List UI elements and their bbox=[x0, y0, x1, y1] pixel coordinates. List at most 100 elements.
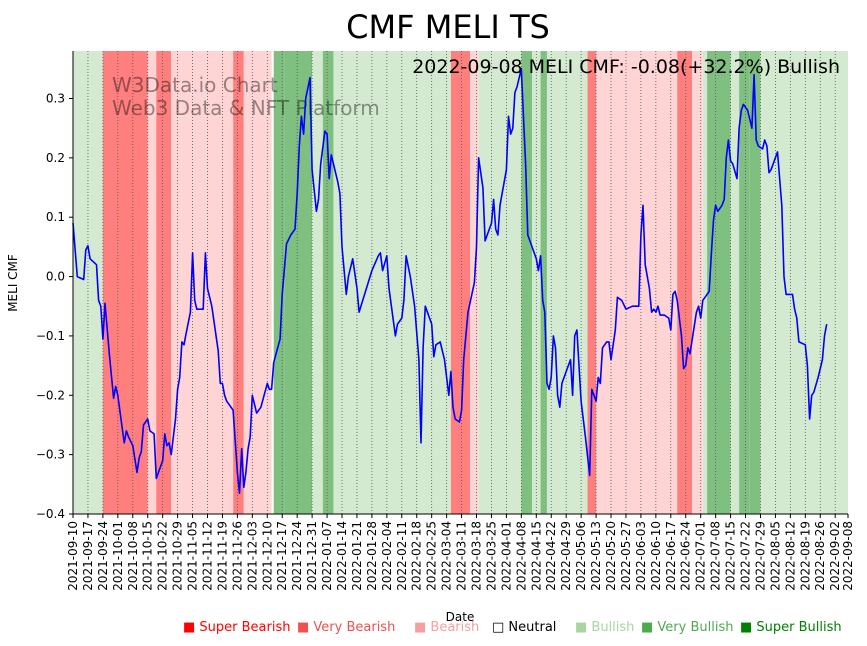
band-very-bearish bbox=[450, 51, 471, 514]
y-tick-label: 0.1 bbox=[46, 210, 65, 224]
x-tick-label: 2021-11-26 bbox=[230, 521, 244, 591]
y-tick-label: −0.4 bbox=[36, 507, 65, 521]
band-very-bullish bbox=[707, 51, 731, 514]
x-tick-label: 2022-05-13 bbox=[589, 521, 603, 591]
x-tick-label: 2021-10-01 bbox=[111, 521, 125, 591]
y-tick-label: 0.2 bbox=[46, 151, 65, 165]
y-axis-ticks: 0.3 0.2 0.1 0.0 −0.1 −0.2 −0.3 −0.4 bbox=[36, 91, 73, 521]
cmf-series-line bbox=[72, 68, 828, 494]
legend-item-very-bullish: ■ Very Bullish bbox=[641, 620, 734, 635]
x-tick-label: 2021-12-03 bbox=[245, 521, 259, 591]
latest-value-annotation: 2022-09-08 MELI CMF: -0.08(+32.2%) Bulli… bbox=[412, 56, 840, 78]
band-bullish bbox=[333, 51, 343, 514]
x-tick-label: 2022-03-04 bbox=[440, 521, 454, 591]
band-very-bullish bbox=[284, 51, 313, 514]
x-tick-label: 2022-09-02 bbox=[828, 521, 842, 591]
x-tick-label: 2022-01-21 bbox=[350, 521, 364, 591]
band-bearish bbox=[596, 51, 612, 514]
x-tick-label: 2022-04-01 bbox=[499, 521, 513, 591]
band-bullish bbox=[775, 51, 848, 514]
watermark: W3Data.io Chart Web3 Data & NFT Platform bbox=[112, 73, 380, 120]
x-tick-label: 2022-08-26 bbox=[813, 521, 827, 591]
band-very-bearish bbox=[233, 51, 244, 514]
x-tick-label: 2022-04-15 bbox=[529, 521, 543, 591]
band-bearish bbox=[147, 51, 157, 514]
y-tick-label: −0.1 bbox=[36, 329, 65, 343]
band-very-bullish bbox=[322, 51, 334, 514]
x-tick-label: 2021-12-17 bbox=[275, 521, 289, 591]
x-tick-label: 2021-10-22 bbox=[156, 521, 170, 591]
x-tick-label: 2021-11-19 bbox=[215, 521, 229, 591]
x-tick-label: 2022-01-07 bbox=[320, 521, 334, 591]
legend-item-super-bullish: ■ Super Bullish bbox=[740, 620, 842, 635]
x-tick-label: 2022-06-24 bbox=[679, 521, 693, 591]
watermark-line-1: W3Data.io Chart bbox=[112, 73, 278, 97]
x-tick-label: 2021-11-05 bbox=[186, 521, 200, 591]
x-tick-label: 2022-08-12 bbox=[783, 521, 797, 591]
x-tick-label: 2022-07-08 bbox=[709, 521, 723, 591]
band-very-bearish bbox=[677, 51, 693, 514]
legend-item-neutral: □ Neutral bbox=[492, 620, 557, 635]
x-axis-ticks: 2021-09-10 2021-09-17 2021-09-24 2021-10-01… bbox=[66, 514, 855, 591]
x-tick-label: 2022-07-22 bbox=[739, 521, 753, 591]
x-tick-label: 2021-12-10 bbox=[260, 521, 274, 591]
y-axis-label: MELI CMF bbox=[6, 254, 20, 312]
x-tick-label: 2022-09-08 bbox=[841, 521, 855, 591]
x-tick-label: 2022-01-14 bbox=[335, 521, 349, 591]
x-tick-label: 2022-03-11 bbox=[455, 521, 469, 591]
legend-item-very-bearish: ■ Very Bearish bbox=[297, 620, 396, 635]
x-tick-label: 2022-08-19 bbox=[798, 521, 812, 591]
x-tick-label: 2022-03-18 bbox=[470, 521, 484, 591]
band-bullish bbox=[702, 51, 708, 514]
y-tick-label: 0.3 bbox=[46, 91, 65, 105]
band-very-bullish bbox=[749, 51, 761, 514]
band-bearish bbox=[692, 51, 703, 514]
x-tick-label: 2022-03-25 bbox=[484, 521, 498, 591]
x-tick-label: 2022-04-08 bbox=[514, 521, 528, 591]
band-bullish bbox=[730, 51, 740, 514]
band-very-bearish bbox=[102, 51, 148, 514]
x-tick-label: 2021-09-24 bbox=[96, 521, 110, 591]
y-tick-label: 0.0 bbox=[46, 270, 65, 284]
x-tick-label: 2022-02-25 bbox=[425, 521, 439, 591]
x-tick-label: 2021-10-29 bbox=[171, 521, 185, 591]
x-tick-label: 2022-06-03 bbox=[634, 521, 648, 591]
band-bullish bbox=[342, 51, 451, 514]
band-bullish bbox=[760, 51, 776, 514]
band-bearish bbox=[611, 51, 678, 514]
band-bullish bbox=[312, 51, 323, 514]
x-tick-label: 2021-09-17 bbox=[81, 521, 95, 591]
band-very-bullish bbox=[739, 51, 750, 514]
band-bearish bbox=[171, 51, 182, 514]
x-tick-label: 2022-07-15 bbox=[724, 521, 738, 591]
legend-item-bearish: ■ Bearish bbox=[414, 620, 480, 635]
band-bearish bbox=[243, 51, 253, 514]
chart-title: CMF MELI TS bbox=[346, 8, 550, 46]
x-tick-label: 2022-05-27 bbox=[619, 521, 633, 591]
x-tick-label: 2021-10-15 bbox=[141, 521, 155, 591]
x-tick-label: 2022-02-04 bbox=[380, 521, 394, 591]
legend-item-super-bearish: ■ Super Bearish bbox=[183, 620, 291, 635]
x-tick-label: 2022-02-18 bbox=[410, 521, 424, 591]
x-tick-label: 2022-01-28 bbox=[365, 521, 379, 591]
x-tick-label: 2022-04-29 bbox=[559, 521, 573, 591]
x-tick-label: 2022-07-01 bbox=[694, 521, 708, 591]
x-tick-label: 2022-07-29 bbox=[753, 521, 767, 591]
x-tick-label: 2021-10-08 bbox=[126, 521, 140, 591]
x-tick-label: 2022-05-20 bbox=[604, 521, 618, 591]
x-tick-label: 2022-04-22 bbox=[544, 521, 558, 591]
band-bearish bbox=[265, 51, 272, 514]
x-tick-label: 2022-02-11 bbox=[395, 521, 409, 591]
x-tick-label: 2022-08-05 bbox=[768, 521, 782, 591]
x-axis-label: Date bbox=[446, 610, 475, 624]
y-tick-label: −0.2 bbox=[36, 388, 65, 402]
band-very-bearish bbox=[587, 51, 597, 514]
band-very-bearish bbox=[156, 51, 172, 514]
band-bullish bbox=[478, 51, 522, 514]
x-tick-label: 2022-06-17 bbox=[664, 521, 678, 591]
band-very-bullish bbox=[273, 51, 285, 514]
legend-item-bullish: ■ Bullish bbox=[575, 620, 635, 635]
x-tick-label: 2022-05-06 bbox=[574, 521, 588, 591]
band-very-bullish bbox=[540, 51, 547, 514]
